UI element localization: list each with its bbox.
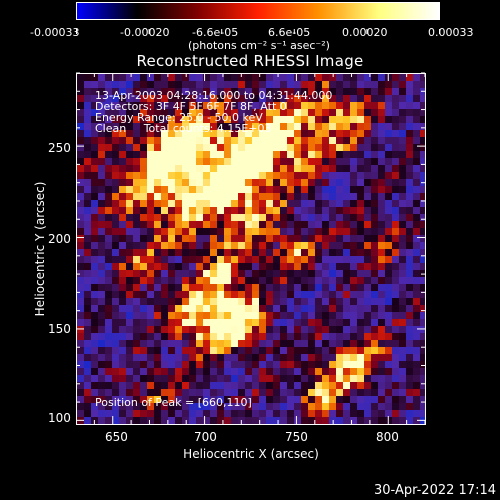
y-tick-label: 200 [48,232,71,246]
colorbar [76,2,440,20]
x-tick-label: 700 [194,430,217,444]
colorbar-tick-label: -6.6e-05 [192,26,239,39]
rhessi-image [76,73,426,425]
plot-title: Reconstructed RHESSI Image [136,52,364,70]
colorbar-ticks [76,20,440,34]
x-tick-label: 650 [105,430,128,444]
colorbar-tick-label: -0.00033 [30,26,80,39]
clean-info-text: Clean Total counts: 4.15E+03 [95,122,272,135]
colorbar-tick-label: 6.6e-05 [268,26,311,39]
y-tick-label: 150 [48,322,71,336]
x-tick-label: 750 [285,430,308,444]
energy-range-text: Energy Range: 25.0 - 50.0 keV [95,111,263,124]
colorbar-tick-label: 0.00020 [342,26,388,39]
detectors-text: Detectors: 3F 4F 5F 6F 7F 8F, Att 0 [95,100,287,113]
y-tick-label: 100 [48,411,71,425]
time-range-text: 13-Apr-2003 04:28:16.000 to 04:31:44.000 [95,89,333,102]
image-canvas [77,74,425,424]
colorbar-tick-label: -0.00020 [120,26,170,39]
y-tick-label: 250 [48,141,71,155]
peak-position-text: Position of Peak = [660,110] [95,396,252,409]
x-axis-label: Heliocentric X (arcsec) [183,447,319,461]
colorbar-tick-label: 0.00033 [428,26,474,39]
generation-timestamp: 30-Apr-2022 17:14 [374,483,496,498]
colorbar-gradient [77,3,439,19]
y-axis-label: Heliocentric Y (arcsec) [33,181,47,317]
colorbar-unit-label: (photons cm⁻² s⁻¹ asec⁻²) [188,39,330,52]
x-tick-label: 800 [376,430,399,444]
